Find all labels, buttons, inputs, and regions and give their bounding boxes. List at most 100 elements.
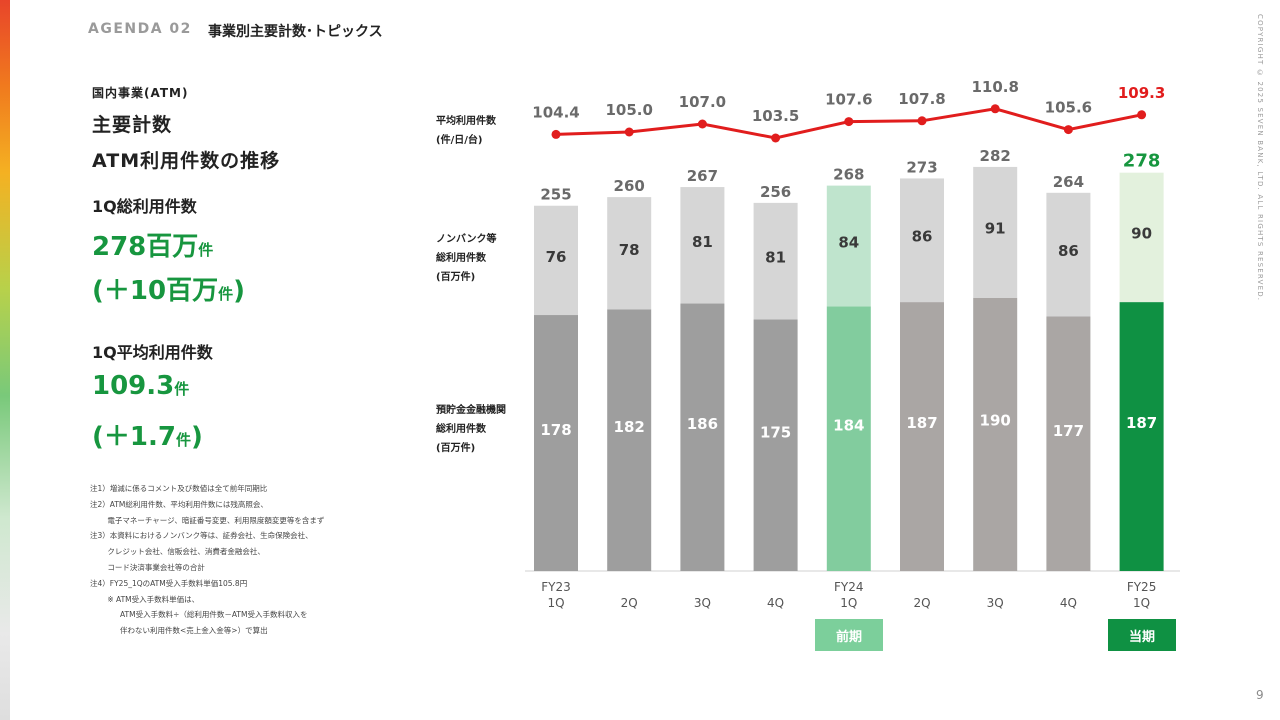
bar-deposit-value: 182	[614, 418, 645, 436]
avg-usage-value: 107.0	[679, 93, 726, 111]
avg-usage-value: 107.6	[825, 91, 872, 109]
bar-total-value: 268	[833, 166, 864, 184]
total-usage-label: 1Q総利用件数	[92, 197, 197, 216]
copyright-text: COPYRIGHT © 2025 SEVEN BANK, LTD. ALL RI…	[1256, 14, 1264, 302]
footnote-line: コード決済事業会社等の合計	[90, 562, 205, 572]
bar-deposit	[1046, 316, 1091, 571]
accent-gradient-bar	[0, 0, 10, 720]
total-usage-value: 278百万件	[92, 226, 213, 263]
total-usage-number: 278百万	[92, 232, 199, 262]
bar-total-value: 273	[906, 158, 937, 176]
deposit-axis-label: 預貯金金融機関 総利用件数 (百万件)	[436, 401, 506, 458]
avg-usage-point	[771, 133, 781, 143]
total-change-unit: 件	[218, 285, 234, 303]
avg-usage-point	[917, 116, 927, 126]
bar-deposit	[607, 309, 652, 571]
total-usage-change: (＋10百万件)	[92, 270, 245, 307]
avg-usage-label: 1Q平均利用件数	[92, 343, 213, 362]
avg-usage-value: 109.3件	[92, 371, 189, 401]
section-label: 国内事業(ATM)	[92, 86, 189, 100]
bar-total-value: 267	[687, 167, 718, 185]
avg-usage-point	[1063, 125, 1073, 135]
bar-total-value: 278	[1123, 151, 1161, 172]
bar-nonbank	[680, 187, 725, 304]
avg-usage-value: 103.5	[752, 107, 799, 125]
avg-usage-point	[624, 127, 634, 137]
nonbank-label-1: ノンバンク等	[436, 234, 497, 245]
avg-usage-value: 105.6	[1045, 99, 1092, 117]
deposit-label-1: 預貯金金融機関	[436, 405, 506, 416]
nonbank-label-3: (百万件)	[436, 272, 476, 283]
x-tick-year: FY24	[834, 580, 864, 594]
footnote-line: ATM受入手数料÷（総利用件数－ATM受入手数料収入を	[90, 610, 308, 620]
bar-deposit	[680, 303, 725, 571]
bar-nonbank	[753, 202, 798, 320]
bar-nonbank	[973, 166, 1018, 298]
avg-usage-number: 109.3	[92, 371, 175, 401]
footnote-line: 注3）本資料におけるノンバンク等は、証券会社、生命保険会社、	[90, 531, 313, 541]
bar-nonbank-value: 78	[619, 241, 640, 259]
avg-usage-point	[1137, 110, 1147, 120]
footnote-line: 注4）FY25_1QのATM受入手数料単価105.8円	[90, 578, 248, 588]
avg-usage-unit: 件	[174, 380, 190, 398]
bar-nonbank-value: 81	[765, 249, 786, 267]
bar-nonbank-value: 90	[1131, 225, 1152, 243]
bar-nonbank-value: 86	[912, 228, 933, 246]
x-tick-quarter: 3Q	[694, 596, 711, 610]
x-tick-quarter: 1Q	[547, 596, 564, 610]
bar-deposit	[826, 306, 871, 571]
avg-usage-point	[551, 129, 561, 139]
avg-change-number: (＋1.7	[92, 422, 176, 452]
avg-usage-value: 104.4	[532, 103, 579, 121]
avg-usage-value: 107.8	[898, 90, 945, 108]
bar-deposit	[1119, 302, 1164, 571]
deposit-label-2: 総利用件数	[436, 424, 486, 435]
footnote-line: 電子マネーチャージ、暗証番号変更、利用限度額変更等を含まず	[90, 515, 325, 525]
bar-deposit	[753, 319, 798, 571]
bar-nonbank	[607, 197, 652, 310]
page-title: 事業別主要計数･トピックス	[208, 24, 383, 40]
bar-nonbank	[1119, 172, 1164, 303]
footnote-line: 伴わない利用件数<売上金入金等>）で算出	[90, 626, 268, 636]
nonbank-label-2: 総利用件数	[436, 253, 486, 264]
bar-nonbank-value: 81	[692, 233, 713, 251]
bar-deposit-value: 178	[540, 421, 571, 439]
x-tick-quarter: 2Q	[913, 596, 930, 610]
bar-nonbank	[1046, 192, 1091, 317]
x-tick-year: FY25	[1127, 580, 1157, 594]
previous-period-tag: 前期	[815, 619, 883, 651]
footnote-line: 注2）ATM総利用件数、平均利用件数には残高照会、	[90, 499, 268, 509]
avg-usage-value: 109.3	[1118, 84, 1165, 102]
x-tick-quarter: 1Q	[840, 596, 857, 610]
footnote-line: ※ ATM受入手数料単価は、	[90, 594, 200, 604]
agenda-label: AGENDA 02	[88, 21, 192, 37]
bar-total-value: 282	[980, 147, 1011, 165]
bar-total-value: 256	[760, 183, 791, 201]
total-usage-unit: 件	[198, 241, 214, 259]
bar-nonbank-value: 76	[546, 248, 567, 266]
avg-usage-point	[844, 117, 854, 127]
page-number: 9	[1256, 688, 1264, 702]
footnote-line: 注1）増減に係るコメント及び数値は全て前年同期比	[90, 484, 268, 493]
bar-deposit-value: 177	[1053, 422, 1084, 440]
bar-nonbank-value: 84	[838, 233, 859, 251]
bar-deposit	[900, 302, 944, 571]
avg-usage-point	[697, 119, 707, 129]
x-tick-quarter: 4Q	[1060, 596, 1077, 610]
bar-nonbank-value: 91	[985, 219, 1006, 237]
x-tick-quarter: 1Q	[1133, 596, 1150, 610]
bar-total-value: 255	[540, 186, 571, 204]
current-period-tag: 当期	[1108, 619, 1176, 651]
avg-usage-value: 110.8	[971, 78, 1018, 96]
footnotes: 注1）増減に係るコメント及び数値は全て前年同期比 注2）ATM総利用件数、平均利…	[90, 481, 390, 639]
bar-deposit-value: 190	[980, 412, 1011, 430]
avg-line-axis-label: 平均利用件数 (件/日/台)	[436, 112, 496, 150]
bar-total-value: 260	[614, 177, 645, 195]
total-change-number: (＋10百万	[92, 276, 219, 306]
avg-line-label-2: (件/日/台)	[436, 135, 483, 146]
avg-change-close: )	[190, 422, 203, 452]
nonbank-axis-label: ノンバンク等 総利用件数 (百万件)	[436, 230, 497, 287]
bar-nonbank	[900, 178, 944, 303]
heading-atm-trend: ATM利用件数の推移	[92, 150, 281, 172]
